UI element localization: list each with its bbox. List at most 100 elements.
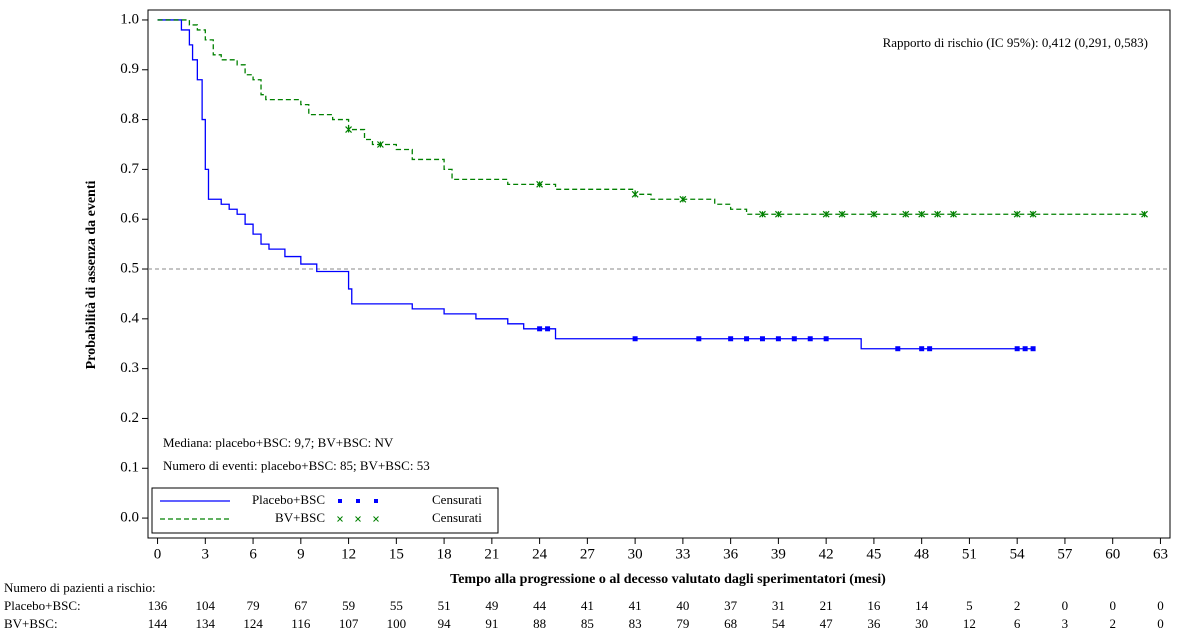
at-risk-count: 0: [1157, 616, 1164, 631]
legend-box: [151, 487, 499, 534]
at-risk-title: Numero di pazienti a rischio:: [4, 580, 156, 595]
censor-mark: [345, 126, 353, 133]
at-risk-count: 136: [148, 598, 168, 613]
x-tick-label: 0: [154, 546, 162, 562]
legend-censor: [338, 499, 342, 503]
y-tick-label: 0.0: [120, 510, 139, 526]
censor-mark: [536, 180, 544, 188]
at-risk-count: 2: [1014, 598, 1021, 613]
at-risk-count: 104: [196, 598, 216, 613]
at-risk-count: 116: [291, 616, 311, 631]
y-tick-label: 0.1: [120, 460, 139, 476]
events-note: Numero di eventi: placebo+BSC: 85; BV+BS…: [163, 458, 430, 473]
x-tick-label: 39: [771, 546, 786, 562]
censor-mark: [1030, 346, 1036, 352]
x-tick-label: 6: [249, 546, 257, 562]
x-tick-label: 3: [202, 546, 210, 562]
censor-mark: [823, 336, 829, 342]
x-tick-label: 15: [389, 546, 404, 562]
censor-mark: [376, 141, 384, 148]
censor-mark: [838, 210, 846, 218]
at-risk-count: 6: [1014, 616, 1021, 631]
x-tick-label: 60: [1105, 546, 1120, 562]
x-tick-label: 54: [1010, 546, 1026, 562]
censor-mark: [1014, 346, 1020, 352]
censor-mark: [631, 190, 639, 198]
censor-mark: [895, 346, 901, 352]
at-risk-count: 79: [676, 616, 689, 631]
censor-mark: [545, 326, 551, 332]
x-tick-label: 57: [1057, 546, 1073, 562]
x-tick-label: 42: [819, 546, 834, 562]
legend-label: Placebo+BSC: [252, 492, 325, 507]
censor-mark: [759, 336, 765, 342]
at-risk-count: 0: [1109, 598, 1116, 613]
y-tick-label: 0.9: [120, 61, 139, 77]
at-risk-count: 31: [772, 598, 785, 613]
at-risk-count: 0: [1157, 598, 1164, 613]
at-risk-count: 100: [387, 616, 407, 631]
legend-label: BV+BSC: [275, 510, 325, 525]
censor-mark: [950, 210, 957, 218]
at-risk-count: 134: [196, 616, 216, 631]
censor-mark: [822, 210, 830, 218]
censor-mark: [728, 336, 734, 342]
x-tick-label: 12: [341, 546, 356, 562]
at-risk-count: 88: [533, 616, 546, 631]
at-risk-count: 16: [867, 598, 881, 613]
x-tick-label: 18: [437, 546, 452, 562]
at-risk-count: 41: [629, 598, 642, 613]
censor-mark: [1029, 210, 1037, 218]
x-tick-label: 51: [962, 546, 977, 562]
at-risk-count: 3: [1062, 616, 1069, 631]
at-risk-count: 59: [342, 598, 355, 613]
censor-mark: [1013, 210, 1021, 218]
censor-mark: [744, 336, 750, 342]
at-risk-count: 12: [963, 616, 976, 631]
at-risk-count: 85: [581, 616, 594, 631]
at-risk-count: 144: [148, 616, 168, 631]
at-risk-count: 79: [247, 598, 260, 613]
at-risk-count: 124: [243, 616, 263, 631]
censor-mark: [632, 336, 638, 342]
x-axis-label: Tempo alla progressione o al decesso val…: [450, 572, 886, 587]
hazard-ratio: Rapporto di rischio (IC 95%): 0,412 (0,2…: [883, 35, 1148, 50]
censor-mark: [679, 195, 687, 203]
censor-mark: [775, 336, 781, 342]
x-tick-label: 21: [484, 546, 499, 562]
censor-mark: [1022, 346, 1028, 352]
at-risk-count: 44: [533, 598, 547, 613]
x-tick-label: 36: [723, 546, 739, 562]
at-risk-count: 0: [1062, 598, 1069, 613]
at-risk-count: 14: [915, 598, 929, 613]
at-risk-count: 49: [485, 598, 498, 613]
y-tick-label: 0.4: [120, 310, 139, 326]
at-risk-count: 2: [1109, 616, 1116, 631]
at-risk-count: 5: [966, 598, 973, 613]
at-risk-count: 107: [339, 616, 359, 631]
y-tick-label: 0.3: [120, 360, 139, 376]
x-tick-label: 33: [675, 546, 690, 562]
at-risk-count: 21: [820, 598, 833, 613]
at-risk-count: 36: [867, 616, 881, 631]
y-tick-label: 0.5: [120, 260, 139, 276]
legend-censor: [355, 516, 361, 522]
x-tick-label: 63: [1153, 546, 1168, 562]
censor-mark: [759, 210, 766, 218]
at-risk-count: 68: [724, 616, 737, 631]
censor-mark: [774, 210, 782, 218]
at-risk-count: 41: [581, 598, 594, 613]
at-risk-count: 51: [438, 598, 451, 613]
at-risk-label: Placebo+BSC:: [4, 598, 81, 613]
y-tick-label: 0.8: [120, 111, 139, 127]
censor-mark: [934, 210, 942, 218]
legend-censor: [373, 516, 379, 522]
x-tick-label: 45: [866, 546, 881, 562]
censor-mark: [537, 326, 543, 332]
at-risk-count: 55: [390, 598, 403, 613]
legend-censor: [374, 499, 378, 503]
median-note: Mediana: placebo+BSC: 9,7; BV+BSC: NV: [163, 435, 394, 450]
at-risk-count: 67: [294, 598, 308, 613]
censor-mark: [870, 210, 878, 218]
